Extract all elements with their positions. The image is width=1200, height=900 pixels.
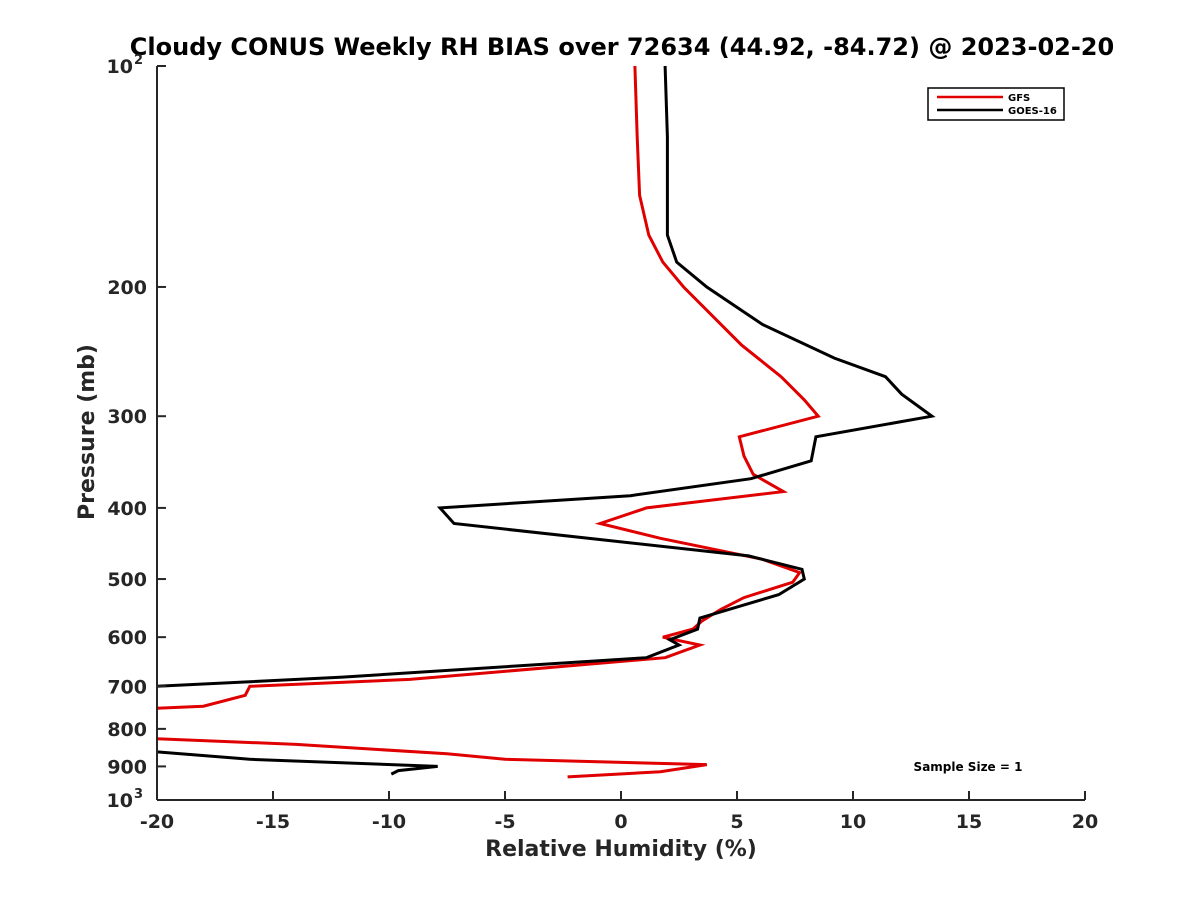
series-line-goes16-segment-2 [156,750,438,776]
legend: GFS GOES-16 [927,87,1065,121]
y-tick-label: 400 [107,498,147,520]
y-tick-label: 10 2 [107,53,144,78]
y-tick-label-base: 10 [107,790,133,812]
legend-label-goes16: GOES-16 [1008,106,1057,117]
plot-area [157,66,1085,800]
x-tick-label: 0 [614,811,627,833]
series-line-gfs-segment-1 [156,65,821,710]
x-axis-label: Relative Humidity (%) [485,837,757,862]
y-tick-label: 10 3 [107,787,144,812]
y-tick-label-exponent: 3 [134,787,143,802]
legend-label-gfs: GFS [1008,93,1030,104]
x-tick-label: 20 [1072,811,1098,833]
x-tick-label: -5 [494,811,515,833]
legend-box [927,87,1065,121]
chart-title: Cloudy CONUS Weekly RH BIAS over 72634 (… [130,33,1114,61]
x-tick-label: -10 [372,811,406,833]
x-tick-label: 10 [840,811,866,833]
y-tick-label: 700 [107,676,147,698]
sample-size-annotation: Sample Size = 1 [914,760,1023,774]
y-tick-label: 900 [107,756,147,778]
series-line-gfs-segment-2 [156,737,708,779]
y-tick-label: 600 [107,627,147,649]
x-tick-label: -20 [140,811,174,833]
x-tick-label: 5 [730,811,743,833]
y-tick-label: 200 [107,277,147,299]
y-tick-label-exponent: 2 [134,53,143,68]
y-tick-label-base: 10 [107,56,133,78]
y-tick-label: 800 [107,719,147,741]
y-tick-label: 300 [107,406,147,428]
y-axis-label: Pressure (mb) [75,344,100,520]
x-tick-label: -15 [256,811,290,833]
series-layer [156,65,936,779]
x-axis-ticks: -20 -15 -10 -5 0 5 10 15 20 [140,791,1098,833]
series-line-goes16-segment-1 [156,65,936,688]
x-tick-label: 15 [956,811,982,833]
y-tick-label: 500 [107,569,147,591]
